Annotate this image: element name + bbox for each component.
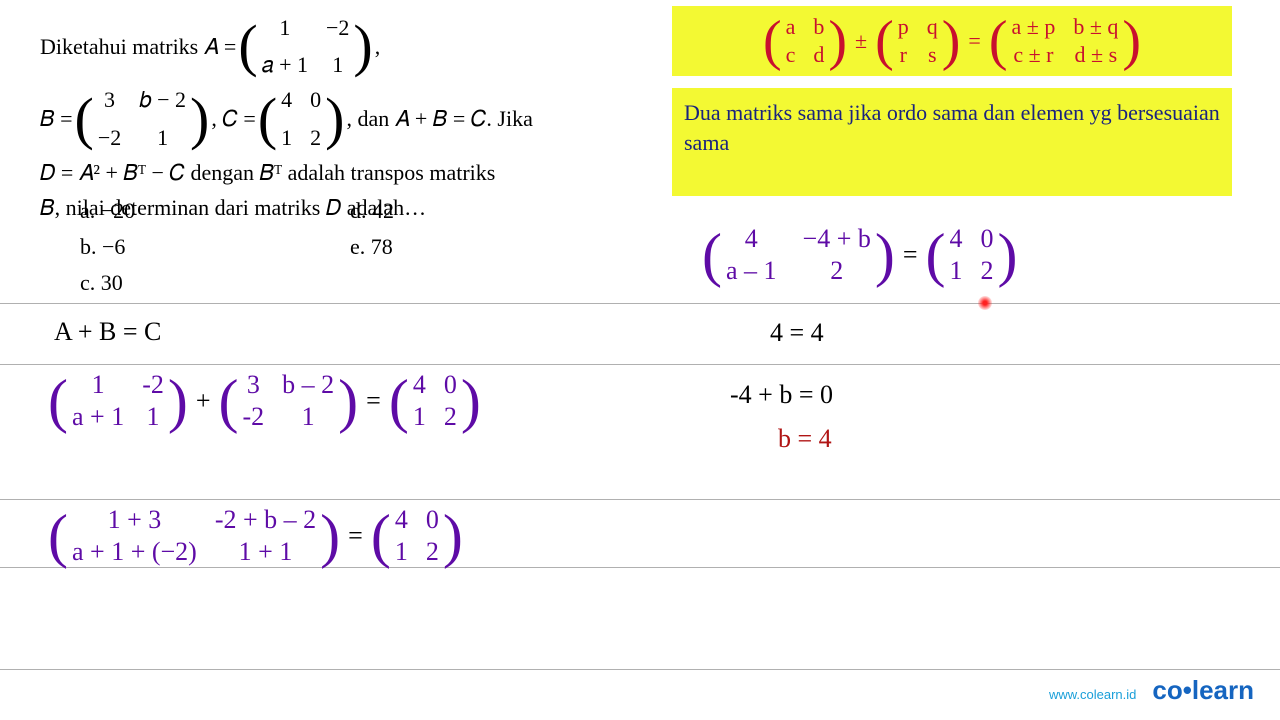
equals: = bbox=[903, 240, 918, 270]
cell: 2 bbox=[444, 402, 457, 432]
cell: 1 bbox=[262, 10, 308, 45]
cell: b ± q bbox=[1073, 14, 1118, 40]
option-e: e. 78 bbox=[350, 234, 570, 260]
work-title: A + B = C bbox=[54, 317, 161, 347]
option-a: a. −20 bbox=[80, 198, 350, 224]
note-highlight-box: Dua matriks sama jika ordo sama dan elem… bbox=[672, 88, 1232, 196]
cell: 1 bbox=[72, 370, 124, 400]
rule-line bbox=[0, 567, 1280, 568]
cell: 3 bbox=[243, 370, 265, 400]
equals: = bbox=[348, 521, 363, 551]
cell: 𝑎 + 1 bbox=[262, 47, 308, 82]
matrix: ( p q r s ) bbox=[875, 14, 960, 68]
equals: = bbox=[968, 28, 980, 54]
cell: 4 bbox=[950, 224, 963, 254]
work-result: b = 4 bbox=[778, 424, 832, 454]
cell: d ± s bbox=[1073, 42, 1118, 68]
cell: 1 + 1 bbox=[215, 537, 316, 567]
equals: = bbox=[366, 386, 381, 416]
option-b: b. −6 bbox=[80, 234, 350, 260]
cell: 2 bbox=[426, 537, 439, 567]
cell: 2 bbox=[803, 256, 871, 286]
text: , dan 𝐴 + 𝐵 = 𝐶. Jika bbox=[346, 101, 532, 136]
pointer-dot-icon bbox=[978, 296, 992, 310]
operator: ± bbox=[855, 28, 867, 54]
formula-highlight-box: ( a b c d ) ± ( p q r s ) = ( a ± p b ± … bbox=[672, 6, 1232, 76]
cell: a + 1 + (−2) bbox=[72, 537, 197, 567]
cell: 0 bbox=[310, 82, 321, 117]
matrix-C: ( 4 0 1 2 ) bbox=[258, 82, 345, 154]
cell: -2 + b – 2 bbox=[215, 505, 316, 535]
cell: c bbox=[786, 42, 796, 68]
cell: 𝑏 − 2 bbox=[139, 82, 186, 117]
operator: + bbox=[196, 386, 211, 416]
matrix: ( a ± p b ± q c ± r d ± s ) bbox=[989, 14, 1141, 68]
cell: b – 2 bbox=[282, 370, 334, 400]
rule-line bbox=[0, 303, 1280, 304]
cell: 0 bbox=[426, 505, 439, 535]
brand-dot: • bbox=[1183, 675, 1192, 705]
cell: 1 bbox=[950, 256, 963, 286]
cell: -2 bbox=[243, 402, 265, 432]
matrix-B: ( 3 𝑏 − 2 −2 1 ) bbox=[75, 82, 210, 154]
cell: 1 bbox=[395, 537, 408, 567]
brand-part: co bbox=[1152, 675, 1182, 705]
cell: −2 bbox=[98, 120, 121, 155]
question-line: 𝐷 = 𝐴² + 𝐵ᵀ − 𝐶 dengan 𝐵ᵀ adalah transpo… bbox=[40, 155, 650, 190]
cell: 0 bbox=[444, 370, 457, 400]
cell: −4 + b bbox=[803, 224, 871, 254]
cell: 1 bbox=[142, 402, 164, 432]
work-right-1: ( 4 −4 + b a – 1 2 ) = ( 4 0 1 2 ) bbox=[700, 224, 1019, 286]
text: 𝐵 = bbox=[40, 101, 73, 136]
work-line: -4 + b = 0 bbox=[730, 380, 833, 410]
cell: d bbox=[813, 42, 824, 68]
brand-part: learn bbox=[1192, 675, 1254, 705]
rule-line bbox=[0, 364, 1280, 365]
cell: 0 bbox=[981, 224, 994, 254]
cell: 4 bbox=[281, 82, 292, 117]
cell: s bbox=[927, 42, 938, 68]
matrix-A: ( 1 −2 𝑎 + 1 1 ) bbox=[238, 10, 372, 82]
cell: b bbox=[813, 14, 824, 40]
cell: 1 bbox=[139, 120, 186, 155]
work-step-2: ( 1 + 3 -2 + b – 2 a + 1 + (−2) 1 + 1 ) … bbox=[46, 505, 465, 567]
cell: a bbox=[786, 14, 796, 40]
question-block: Diketahui matriks 𝐴 = ( 1 −2 𝑎 + 1 1 ) ,… bbox=[40, 10, 650, 225]
footer-url: www.colearn.id bbox=[1049, 687, 1136, 702]
cell: 2 bbox=[310, 120, 321, 155]
cell: c ± r bbox=[1011, 42, 1055, 68]
cell: −2 bbox=[326, 10, 349, 45]
cell: 4 bbox=[395, 505, 408, 535]
cell: -2 bbox=[142, 370, 164, 400]
text: , bbox=[375, 29, 381, 64]
cell: 1 bbox=[281, 120, 292, 155]
option-d: d. 42 bbox=[350, 198, 570, 224]
work-line: 4 = 4 bbox=[770, 318, 824, 348]
footer: www.colearn.id co•learn bbox=[1049, 675, 1254, 706]
cell: a – 1 bbox=[726, 256, 777, 286]
text: , 𝐶 = bbox=[211, 101, 256, 136]
rule-line bbox=[0, 499, 1280, 500]
answer-options: a. −20 d. 42 b. −6 e. 78 c. 30 bbox=[80, 198, 570, 296]
option-c: c. 30 bbox=[80, 270, 350, 296]
cell: 4 bbox=[413, 370, 426, 400]
rule-line bbox=[0, 669, 1280, 670]
cell: 2 bbox=[981, 256, 994, 286]
cell: a + 1 bbox=[72, 402, 124, 432]
cell: 3 bbox=[98, 82, 121, 117]
cell: q bbox=[927, 14, 938, 40]
cell: 1 + 3 bbox=[72, 505, 197, 535]
cell: 4 bbox=[726, 224, 777, 254]
matrix: ( a b c d ) bbox=[763, 14, 847, 68]
cell: 1 bbox=[326, 47, 349, 82]
cell: 1 bbox=[413, 402, 426, 432]
cell: a ± p bbox=[1011, 14, 1055, 40]
brand-logo: co•learn bbox=[1152, 675, 1254, 706]
cell: r bbox=[898, 42, 909, 68]
note-text: Dua matriks sama jika ordo sama dan elem… bbox=[684, 100, 1220, 155]
cell: 1 bbox=[282, 402, 334, 432]
work-step-1: ( 1 -2 a + 1 1 ) + ( 3 b – 2 -2 1 ) = ( … bbox=[46, 370, 483, 432]
cell: p bbox=[898, 14, 909, 40]
question-text: Diketahui matriks 𝐴 = bbox=[40, 29, 236, 64]
